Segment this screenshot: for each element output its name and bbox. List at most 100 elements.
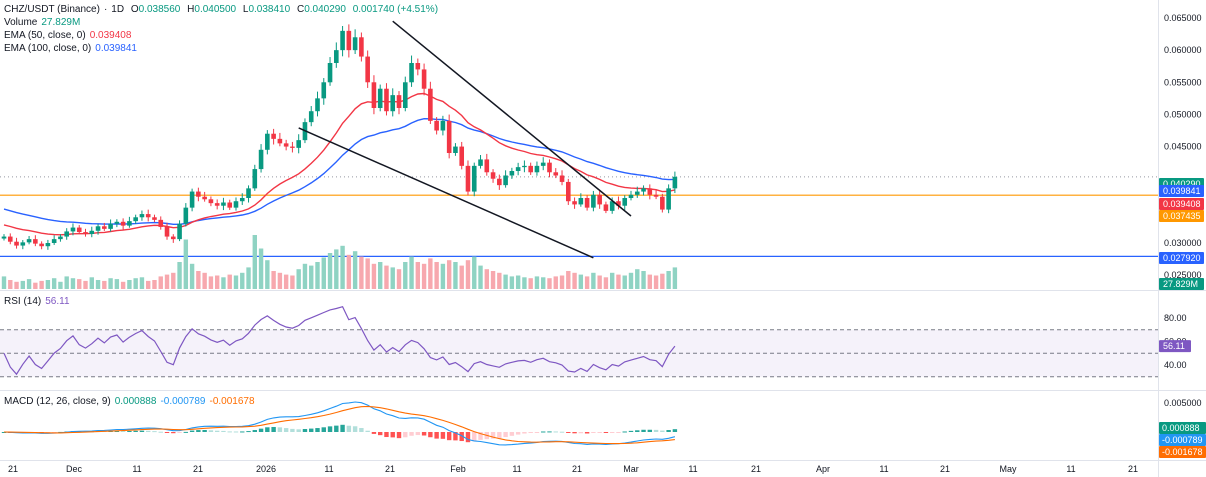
candle-body: [396, 95, 402, 108]
volume-bar: [327, 253, 333, 289]
volume-bar: [283, 274, 289, 289]
macd-histogram-bar: [346, 425, 352, 432]
macd-histogram-bar: [296, 429, 301, 432]
price-tick-label: 0.055000: [1164, 77, 1202, 87]
volume-bar: [578, 274, 584, 289]
candle-body: [189, 191, 195, 208]
macd-tag: [1159, 434, 1206, 446]
time-axis-label: 11: [1066, 464, 1075, 474]
macd-histogram-bar: [114, 430, 120, 432]
volume-bar: [33, 282, 38, 289]
volume-bar: [522, 277, 527, 289]
price-tag-label: 0.040290: [1163, 179, 1201, 189]
volume-bar: [616, 274, 621, 289]
candle-body: [145, 214, 151, 218]
volume-bar: [296, 269, 301, 289]
price-tag-label: 0.039408: [1163, 199, 1201, 209]
volume-bar: [340, 245, 345, 289]
candle-body: [509, 171, 515, 176]
legend-macd[interactable]: MACD (12, 26, close, 9) 0.000888 -0.000789…: [4, 396, 255, 407]
candle-body: [83, 232, 88, 234]
volume-bar: [271, 271, 276, 289]
volume-bar: [208, 276, 214, 289]
time-axis-label: Apr: [816, 464, 830, 474]
volume-bar: [183, 239, 189, 289]
candle-body: [566, 181, 571, 202]
time-axis-label: 21: [572, 464, 582, 474]
volume-bar: [227, 274, 232, 289]
candle-body: [315, 98, 320, 112]
volume-bar: [164, 274, 170, 289]
volume-bar: [346, 254, 352, 289]
candle-body: [89, 230, 95, 234]
price-tag: [1159, 198, 1204, 210]
macd-histogram-bar: [672, 429, 678, 432]
candle-body: [58, 236, 63, 240]
volume-bar: [421, 263, 427, 289]
macd-histogram-bar: [415, 432, 421, 436]
legend-ema100[interactable]: EMA (100, close, 0) 0.039841: [4, 43, 137, 54]
macd-histogram-bar: [384, 432, 389, 438]
volume-bar: [8, 280, 13, 289]
volume-bar: [177, 262, 182, 289]
macd-histogram-bar: [434, 432, 439, 439]
time-axis-label: 11: [688, 464, 697, 474]
candle-body: [258, 149, 264, 170]
macd-histogram-bar: [315, 428, 320, 432]
macd-histogram-bar: [221, 430, 226, 432]
rsi-tick-label: 80.00: [1164, 313, 1187, 323]
volume-bar: [302, 263, 308, 289]
candle-body: [465, 165, 471, 192]
candle-body: [453, 146, 458, 153]
macd-histogram-bar: [359, 428, 364, 432]
macd-histogram-bar: [641, 429, 646, 432]
macd-histogram-bar: [189, 430, 195, 432]
candle-body: [515, 167, 521, 171]
macd-histogram-bar: [302, 429, 308, 432]
volume-bar: [390, 267, 395, 289]
macd-histogram-bar: [352, 426, 358, 432]
volume-bar: [77, 279, 82, 289]
rsi-tag-label: 56.11: [1163, 341, 1185, 351]
trendline-upper: [392, 20, 632, 217]
macd-histogram-bar: [509, 432, 515, 436]
time-axis-label: 11: [512, 464, 521, 474]
legend-symbol[interactable]: CHZ/USDT (Binance): [4, 4, 100, 15]
volume-bar: [258, 248, 264, 289]
candle-body: [471, 165, 477, 192]
price-tag-label: 0.027920: [1163, 253, 1201, 263]
legend-open: 0.038560: [138, 4, 181, 15]
volume-bar: [102, 280, 107, 289]
macd-histogram-bar: [171, 432, 176, 434]
volume-bar: [453, 262, 458, 289]
macd-histogram-bar: [622, 431, 627, 433]
legend-ema50[interactable]: EMA (50, close, 0) 0.039408: [4, 30, 132, 41]
macd-histogram-bar: [503, 432, 508, 438]
candle-body: [214, 203, 220, 206]
volume-bar: [647, 274, 653, 289]
legend-rsi[interactable]: RSI (14) 56.11: [4, 296, 70, 307]
macd-histogram-bar: [609, 432, 615, 433]
volume-bar: [440, 263, 446, 289]
legend-volume[interactable]: Volume 27.829M: [4, 17, 81, 28]
legend-interval[interactable]: 1D: [111, 4, 125, 15]
macd-histogram-bar: [371, 432, 377, 434]
candle-body: [208, 199, 214, 204]
volume-bar: [490, 271, 496, 289]
candle-body: [120, 221, 126, 226]
candle-body: [33, 239, 38, 244]
volume-bar: [221, 277, 226, 289]
candle-body: [252, 169, 258, 189]
candle-body: [108, 223, 113, 229]
candle-body: [352, 37, 358, 51]
macd-tag: [1159, 446, 1206, 458]
candle-body: [70, 227, 76, 232]
volume-bar: [584, 276, 590, 289]
legend-rsi-value: 56.11: [45, 296, 70, 307]
volume-bar: [321, 257, 326, 289]
volume-bar: [89, 277, 94, 289]
candle-body: [334, 50, 339, 63]
volume-bar: [158, 276, 163, 289]
volume-bar: [559, 275, 565, 289]
